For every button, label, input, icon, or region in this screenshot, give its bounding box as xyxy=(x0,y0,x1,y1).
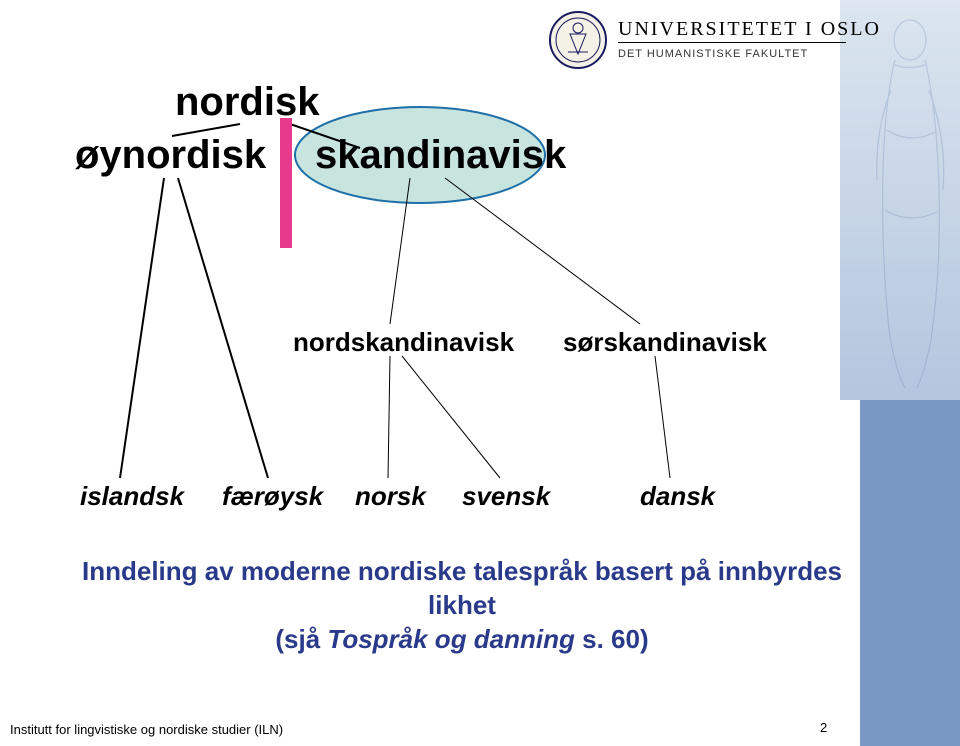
university-name: UNIVERSITETET I OSLO xyxy=(618,18,881,41)
tree-edge xyxy=(390,178,410,324)
node-islandsk: islandsk xyxy=(80,481,184,512)
subtitle: Inndeling av moderne nordiske talespråk … xyxy=(62,555,862,656)
subtitle-line2-ital: Tospråk og danning xyxy=(327,624,574,654)
pink-bar xyxy=(280,118,292,248)
tree-edge xyxy=(655,356,670,478)
node-dansk: dansk xyxy=(640,481,715,512)
node-oynordisk: øynordisk xyxy=(75,133,266,178)
node-svensk: svensk xyxy=(462,481,550,512)
tree-edge xyxy=(388,356,390,478)
subtitle-line1: Inndeling av moderne nordiske talespråk … xyxy=(82,556,842,620)
tree-edge xyxy=(445,178,640,324)
node-faeroysk: færøysk xyxy=(222,481,323,512)
header-divider xyxy=(618,42,846,43)
node-nordisk: nordisk xyxy=(175,80,319,125)
tree-edge xyxy=(178,178,268,478)
statue-silhouette xyxy=(855,10,955,390)
faculty-name: DET HUMANISTISKE FAKULTET xyxy=(618,48,808,60)
node-skandinavisk: skandinavisk xyxy=(315,133,566,178)
subtitle-line2-post: s. 60) xyxy=(575,624,649,654)
slide: UNIVERSITETET I OSLO DET HUMANISTISKE FA… xyxy=(0,0,960,746)
page-number: 2 xyxy=(820,720,827,735)
node-sorskandinavisk: sørskandinavisk xyxy=(563,327,767,358)
subtitle-line2-pre: (sjå xyxy=(275,624,327,654)
tree-edge xyxy=(120,178,164,478)
node-nordskandinavisk: nordskandinavisk xyxy=(293,327,514,358)
node-norsk: norsk xyxy=(355,481,426,512)
institution-logo xyxy=(548,10,608,75)
sidebar-bottom xyxy=(860,400,960,746)
footer-text: Institutt for lingvistiske og nordiske s… xyxy=(10,722,283,737)
seal-icon xyxy=(548,10,608,70)
tree-edge xyxy=(402,356,500,478)
